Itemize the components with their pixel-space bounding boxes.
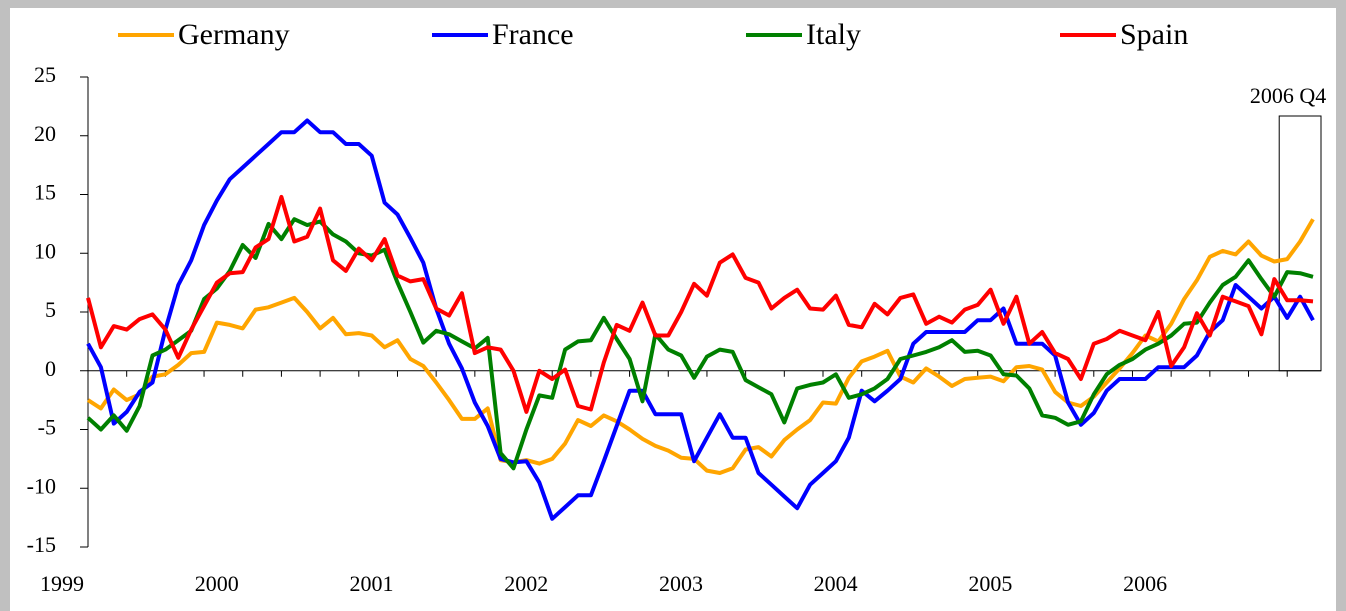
legend-label leg: Germany bbox=[178, 18, 290, 51]
y-tick-label: -10 bbox=[27, 473, 56, 498]
legend-label leg: Italy bbox=[806, 18, 861, 51]
y-tick-label: 15 bbox=[34, 180, 56, 205]
y-tick-label: -15 bbox=[27, 532, 56, 557]
series-line bbox=[86, 118, 1315, 521]
y-tick-label: 0 bbox=[45, 356, 56, 381]
x-tick-label: 1999 bbox=[40, 571, 84, 596]
y-tick-label: 10 bbox=[34, 238, 56, 263]
series-line bbox=[86, 217, 1314, 471]
series-line bbox=[86, 218, 1315, 475]
legend-label leg: Spain bbox=[1120, 18, 1188, 51]
chart: -15 -10 -5 0 5 10 15 20 25 1999 2000 2001 2002 2003 20… bbox=[27, 18, 1327, 596]
x-tick-label: 2001 bbox=[349, 571, 393, 596]
x-tick-label: 2005 bbox=[968, 571, 1012, 596]
y-tick-label: 20 bbox=[34, 121, 56, 146]
chart-frame: -15 -10 -5 0 5 10 15 20 25 1999 2000 2001 2002 2003 20… bbox=[10, 8, 1336, 611]
x-tick-label: 2002 bbox=[504, 571, 548, 596]
annotation: 2006 Q4 bbox=[1250, 83, 1326, 108]
highlight-box bbox=[1278, 115, 1322, 372]
series-line bbox=[86, 194, 1314, 414]
legend-label leg: France bbox=[492, 18, 574, 51]
y-tick-label: 25 bbox=[34, 62, 56, 87]
x-tick-label: 2006 bbox=[1123, 571, 1167, 596]
x-tick-label: 2004 bbox=[814, 571, 858, 596]
x-tick-label: 2000 bbox=[195, 571, 239, 596]
x-tick-label: 2003 bbox=[659, 571, 703, 596]
y-tick-label: 5 bbox=[45, 297, 56, 322]
y-tick-label: -5 bbox=[38, 415, 56, 440]
